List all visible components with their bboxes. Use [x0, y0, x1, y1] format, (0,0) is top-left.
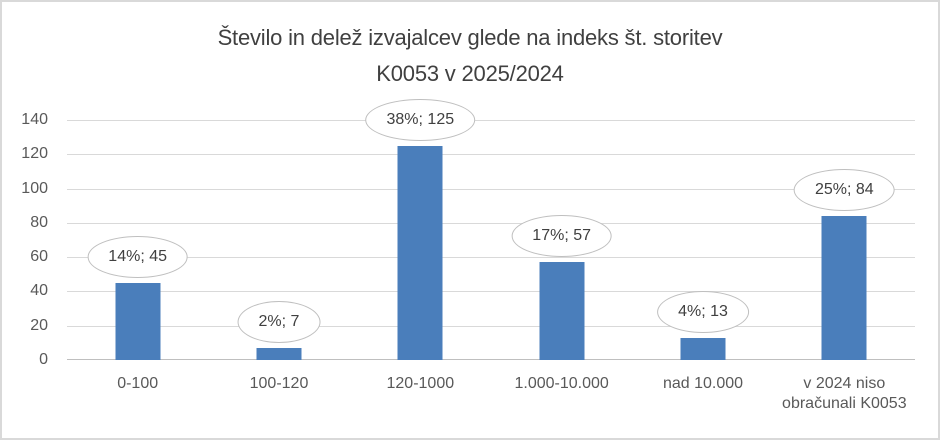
- y-tick-label-120: 120: [21, 145, 48, 162]
- x-axis-line: [67, 359, 915, 360]
- y-tick-label-60: 60: [30, 248, 48, 265]
- category-slot-3: 17%; 57 1.000-10.000: [491, 120, 632, 392]
- x-tick-label-2: 120-1000: [386, 375, 455, 392]
- bar-3: [539, 262, 585, 360]
- x-tick-label-1: 100-120: [249, 375, 309, 392]
- bar-1: [256, 348, 302, 360]
- data-label-callout-5: 25%; 84: [793, 169, 895, 211]
- category-slot-1: 2%; 7 100-120: [208, 120, 349, 392]
- chart-title-line1: Število in delež izvajalcev glede na ind…: [217, 25, 723, 50]
- category-slot-2: 38%; 125 120-1000: [350, 99, 491, 392]
- y-axis: 0 20 40 60 80 100 120 140: [2, 111, 48, 368]
- gridline-120: [67, 154, 915, 155]
- bar-4: [680, 338, 726, 360]
- y-tick-label-80: 80: [30, 214, 48, 231]
- x-tick-label-3: 1.000-10.000: [514, 375, 609, 392]
- y-tick-label-0: 0: [39, 351, 48, 368]
- gridline-60: [67, 257, 915, 258]
- chart-title-line2: K0053 v 2025/2024: [376, 61, 564, 86]
- data-label-callout-3: 17%; 57: [511, 215, 613, 257]
- data-label-callout-4: 4%; 13: [657, 291, 749, 333]
- bar-5: [821, 216, 867, 360]
- bar-2: [397, 146, 443, 360]
- x-tick-label-5: v 2024 niso obračunali K0053: [782, 375, 907, 412]
- category-slot-5: 25%; 84 v 2024 niso obračunali K0053: [774, 120, 915, 412]
- y-tick-label-40: 40: [30, 282, 48, 299]
- data-label-callout-2: 38%; 125: [365, 99, 476, 141]
- y-tick-label-20: 20: [30, 317, 48, 334]
- data-label-callout-1: 2%; 7: [237, 301, 321, 343]
- chart-title: Število in delež izvajalcev glede na ind…: [2, 20, 938, 92]
- category-slot-0: 14%; 45 0-100: [67, 120, 208, 392]
- gridline-20: [67, 326, 915, 327]
- bar-0: [115, 283, 161, 360]
- y-tick-label-100: 100: [21, 180, 48, 197]
- y-tick-label-140: 140: [21, 111, 48, 128]
- gridline-80: [67, 223, 915, 224]
- data-label-callout-0: 14%; 45: [87, 236, 189, 278]
- gridline-100: [67, 189, 915, 190]
- x-tick-label-4: nad 10.000: [662, 375, 744, 392]
- gridline-140: [67, 120, 915, 121]
- gridline-40: [67, 291, 915, 292]
- category-slot-4: 4%; 13 nad 10.000: [632, 120, 773, 392]
- x-tick-label-0: 0-100: [117, 375, 159, 392]
- plot-area: 14%; 45 0-100 2%; 7 100-120 38%; 125 120-1000…: [67, 99, 915, 412]
